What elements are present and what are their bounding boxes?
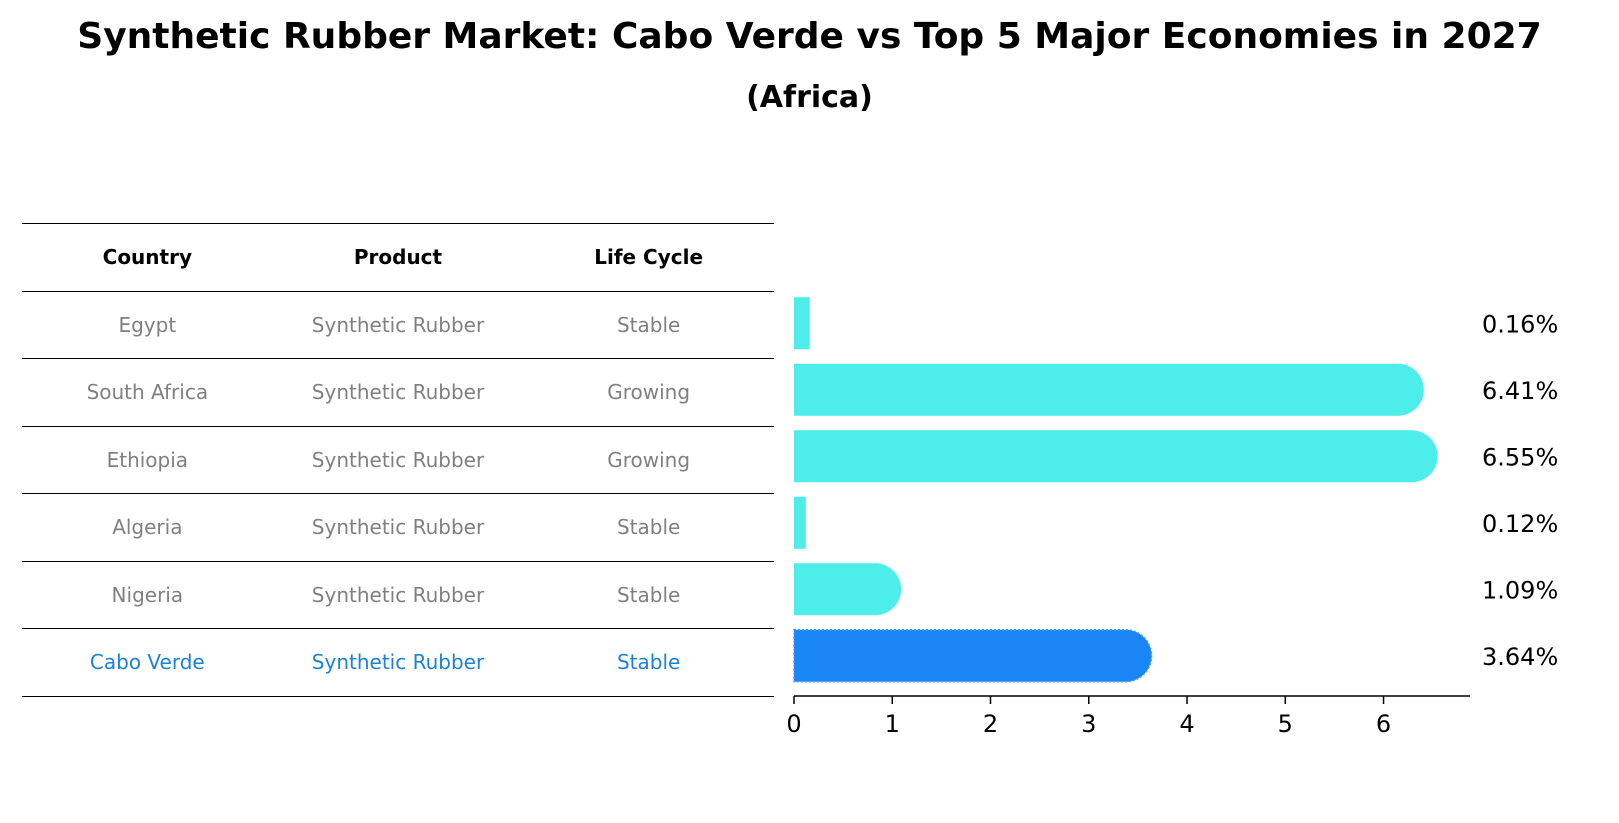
value-label: 1.09%	[1482, 576, 1558, 604]
cell-country: South Africa	[86, 380, 209, 405]
value-label: 6.55%	[1482, 443, 1558, 471]
x-tick-label: 0	[786, 710, 801, 738]
cell-product: Synthetic Rubber	[311, 650, 485, 675]
table-row-highlight: Cabo Verde Synthetic Rubber Stable	[22, 628, 774, 697]
cell-product: Synthetic Rubber	[311, 515, 485, 540]
table-row: South Africa Synthetic Rubber Growing	[22, 358, 774, 426]
x-tick-label: 5	[1278, 710, 1293, 738]
cell-country: Nigeria	[111, 582, 184, 607]
chart-subtitle: (Africa)	[746, 80, 873, 115]
cell-product: Synthetic Rubber	[311, 380, 485, 405]
table-row: Algeria Synthetic Rubber Stable	[22, 493, 774, 561]
value-label: 0.12%	[1482, 510, 1558, 538]
cell-product: Synthetic Rubber	[311, 447, 485, 472]
x-tick-label: 4	[1179, 710, 1194, 738]
table-row: Nigeria Synthetic Rubber Stable	[22, 560, 774, 629]
x-tick-label: 6	[1376, 710, 1391, 738]
cell-product: Synthetic Rubber	[311, 312, 485, 337]
cell-country: Cabo Verde	[89, 650, 205, 675]
cell-life-cycle: Growing	[607, 380, 691, 405]
value-label: 6.41%	[1482, 377, 1558, 405]
country-table: Country Product Life Cycle Egypt Synthet…	[22, 223, 774, 697]
bar-egypt	[794, 297, 810, 350]
bar-nigeria	[794, 563, 902, 616]
bar-cabo-verde	[793, 629, 1153, 683]
header-life-cycle: Life Cycle	[594, 245, 704, 270]
cell-country: Egypt	[118, 312, 177, 337]
cell-product: Synthetic Rubber	[311, 582, 485, 607]
bar-ethiopia	[794, 430, 1438, 483]
cell-country: Ethiopia	[106, 447, 189, 472]
value-label: 0.16%	[1482, 310, 1558, 338]
table-header-row: Country Product Life Cycle	[22, 223, 774, 291]
header-product: Product	[353, 245, 443, 270]
bar-south-africa	[794, 363, 1424, 416]
header-country: Country	[102, 245, 192, 270]
x-tick-label: 3	[1081, 710, 1096, 738]
cell-life-cycle: Stable	[616, 515, 681, 540]
bar-algeria	[794, 496, 806, 549]
cell-life-cycle: Stable	[616, 582, 681, 607]
table-row: Ethiopia Synthetic Rubber Growing	[22, 425, 774, 494]
chart-title: Synthetic Rubber Market: Cabo Verde vs T…	[77, 16, 1542, 57]
x-tick-label: 2	[983, 710, 998, 738]
cell-life-cycle: Stable	[616, 312, 681, 337]
x-tick-label: 1	[885, 710, 900, 738]
cell-country: Algeria	[112, 515, 183, 540]
table-row: Egypt Synthetic Rubber Stable	[22, 290, 774, 359]
cell-life-cycle: Stable	[616, 650, 681, 675]
cell-life-cycle: Growing	[607, 447, 691, 472]
value-label: 3.64%	[1482, 643, 1558, 671]
